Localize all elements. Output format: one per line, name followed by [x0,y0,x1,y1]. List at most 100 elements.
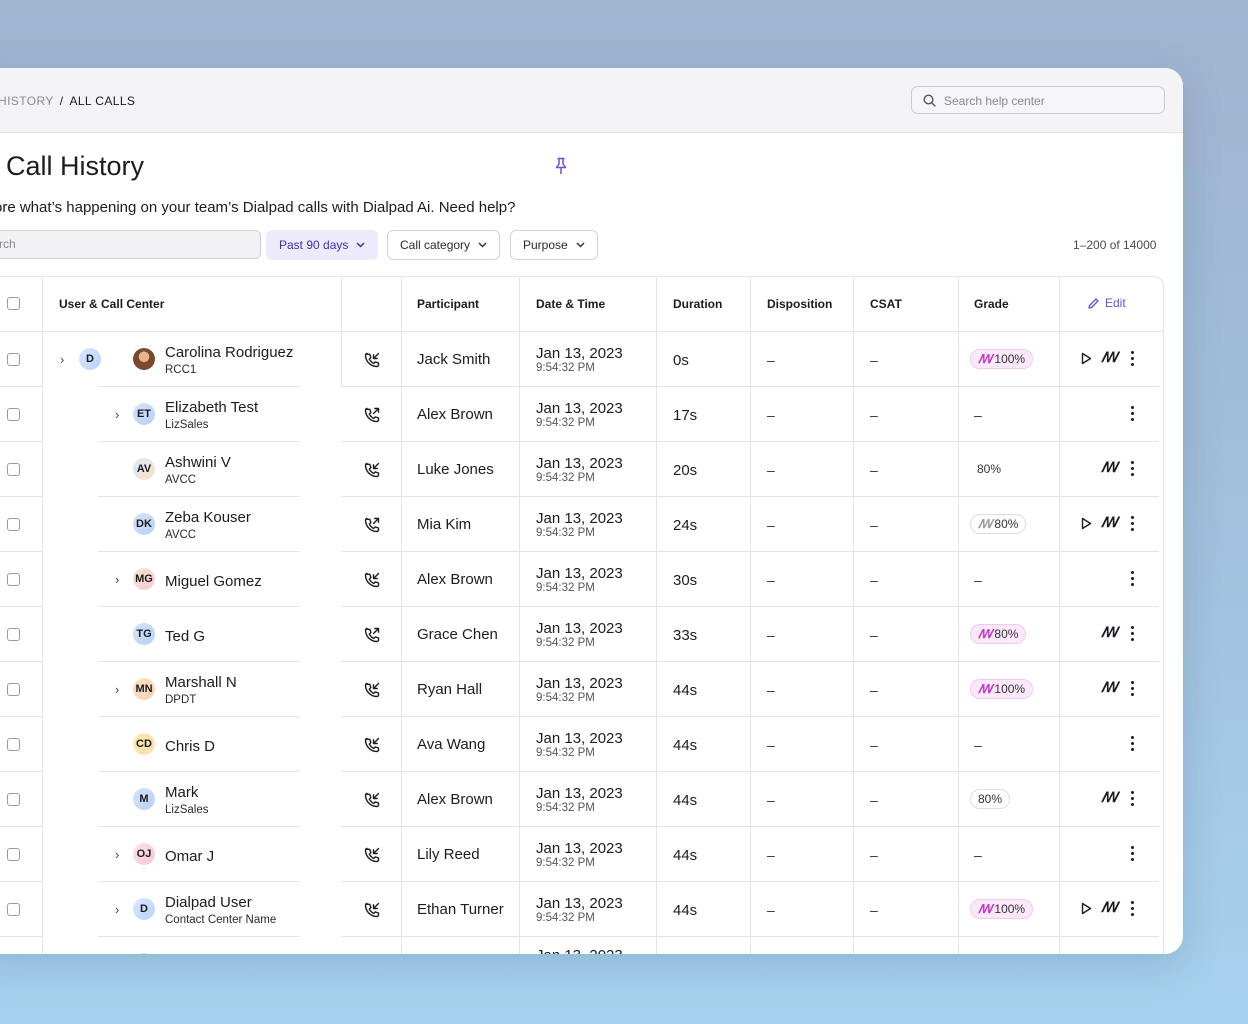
table-row[interactable]: TG Ted G Grace Chen Jan 13, 2023 9:54:32 PM 3… [0,607,1163,662]
breadcrumb-parent[interactable]: HISTORY [0,94,54,108]
participant-name[interactable]: Alex Brown [417,406,493,423]
more-options-icon[interactable] [1130,351,1134,367]
user-name[interactable]: Marshall N [165,674,237,691]
user-name[interactable]: Dialpad User [165,894,252,911]
chevron-right-icon[interactable]: › [115,407,120,422]
call-category-filter[interactable]: Call category [387,230,501,260]
user-name[interactable]: Elizabeth Test [165,399,259,416]
table-search-input[interactable] [0,236,251,252]
ai-recap-icon[interactable]: ꟿ [1101,514,1118,530]
row-checkbox[interactable] [7,518,20,531]
ai-recap-icon[interactable]: ꟿ [1101,459,1118,475]
more-options-icon[interactable] [1130,516,1134,532]
more-options-icon[interactable] [1130,571,1134,587]
ai-recap-icon[interactable]: ꟿ [1101,899,1118,915]
participant-name[interactable]: Ryan Hall [417,681,483,698]
row-checkbox[interactable] [7,683,20,696]
participant-name[interactable]: Ava Wang [417,736,486,753]
row-checkbox[interactable] [7,408,20,421]
participant-name[interactable]: Ethan Turner [417,901,504,918]
user-name[interactable]: Chris D [165,738,216,755]
grade-badge[interactable]: 80% [970,459,1008,479]
header-user[interactable]: User & Call Center [59,297,165,311]
select-all-checkbox[interactable] [7,297,20,310]
chevron-right-icon[interactable]: › [60,352,65,367]
table-row[interactable]: › MN Marshall N DPDT Ryan Hall Jan 13, 2023 9:… [0,662,1163,717]
row-checkbox[interactable] [7,353,20,366]
header-csat[interactable]: CSAT [870,297,902,311]
table-row[interactable]: › ET Elizabeth Test LizSales Alex Brown Jan 1… [0,387,1163,442]
more-options-icon[interactable] [1130,626,1134,642]
chevron-right-icon[interactable]: › [115,847,120,862]
user-name[interactable]: Ashwini V [165,454,231,471]
more-options-icon[interactable] [1130,901,1134,917]
table-row[interactable]: › MG Miguel Gomez Alex Brown Jan 13, 2023 9:5… [0,552,1163,607]
more-options-icon[interactable] [1130,791,1134,807]
row-checkbox[interactable] [7,573,20,586]
more-options-icon[interactable] [1130,681,1134,697]
row-checkbox[interactable] [7,628,20,641]
user-name[interactable]: Zeba Kouser [165,509,251,526]
table-row[interactable]: CD Chris D Ava Wang Jan 13, 2023 9:54:32 PM 4… [0,717,1163,772]
user-name[interactable]: Omar J [165,848,215,865]
row-checkbox[interactable] [7,903,20,916]
row-checkbox[interactable] [7,738,20,751]
participant-name[interactable]: Jack Smith [417,351,491,368]
grade-badge[interactable]: 80% [970,789,1011,809]
header-duration[interactable]: Duration [673,297,723,311]
table-row[interactable]: › OJ Omar J Lily Reed Jan 13, 2023 9:54:32 PM… [0,827,1163,882]
row-checkbox[interactable] [7,793,20,806]
ai-recap-icon[interactable]: ꟿ [1101,624,1118,640]
help-search-box[interactable] [911,86,1165,114]
row-checkbox[interactable] [7,848,20,861]
chevron-right-icon[interactable]: › [115,902,120,917]
ai-recap-icon[interactable]: ꟿ [1101,789,1118,805]
table-row[interactable]: › D Dialpad User Contact Center Name Ethan T… [0,882,1163,937]
play-icon[interactable] [1081,517,1092,535]
play-icon[interactable] [1081,902,1092,920]
more-options-icon[interactable] [1130,736,1134,752]
disposition-value: – [767,737,775,753]
chevron-right-icon[interactable]: › [115,682,120,697]
user-name[interactable]: Carolina Rodriguez [165,344,294,361]
grade-badge[interactable]: ꟿ 100% [970,679,1034,699]
table-row[interactable]: DK Zeba Kouser AVCC Mia Kim Jan 13, 2023 9:54… [0,497,1163,552]
chevron-down-icon [576,242,585,248]
header-disposition[interactable]: Disposition [767,297,833,311]
user-name[interactable]: Mark [165,784,199,801]
grade-badge[interactable]: ꟿ 80% [970,624,1027,644]
header-participant[interactable]: Participant [417,297,480,311]
ai-recap-icon[interactable]: ꟿ [1101,679,1118,695]
table-row[interactable]: › D Carolina Rodriguez RCC1 Jack Smith Jan 13… [0,332,1163,387]
play-icon[interactable] [1081,352,1092,370]
grade-badge[interactable]: ꟿ 100% [970,349,1034,369]
row-checkbox[interactable] [7,463,20,476]
more-options-icon[interactable] [1130,406,1134,422]
header-date[interactable]: Date & Time [536,297,606,311]
grade-badge[interactable]: ꟿ 80% [970,514,1027,534]
pin-icon[interactable] [554,157,568,175]
more-options-icon[interactable] [1130,461,1134,477]
participant-name[interactable]: Alex Brown [417,571,493,588]
participant-name[interactable]: Lily Reed [417,846,480,863]
ai-recap-icon[interactable]: ꟿ [1101,349,1118,365]
grade-badge[interactable]: ꟿ 100% [970,899,1034,919]
table-search-box[interactable] [0,230,261,259]
participant-name[interactable]: Mia Kim [417,516,472,533]
purpose-filter[interactable]: Purpose [510,230,598,260]
user-name[interactable]: Ted G [165,628,206,645]
date-range-filter[interactable]: Past 90 days [266,230,379,260]
help-search-input[interactable] [942,91,1156,111]
participant-name[interactable]: Luke Jones [417,461,494,478]
chevron-right-icon[interactable]: › [115,572,120,587]
more-options-icon[interactable] [1130,846,1134,862]
user-name[interactable]: Miguel Gomez [165,573,262,590]
table-row[interactable]: M Mark LizSales Alex Brown Jan 13, 2023 9:54:… [0,772,1163,827]
participant-name[interactable]: Grace Chen [417,626,498,643]
table-row[interactable]: AV Ashwini V AVCC Luke Jones Jan 13, 2023 9:5… [0,442,1163,497]
header-grade[interactable]: Grade [974,297,1009,311]
participant-name[interactable]: Alex Brown [417,791,493,808]
column-divider [958,277,959,954]
edit-columns-button[interactable]: Edit [1087,296,1126,310]
